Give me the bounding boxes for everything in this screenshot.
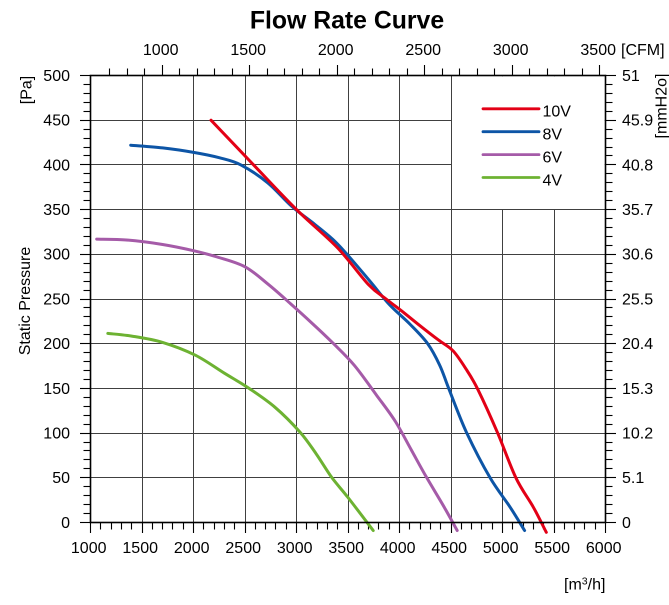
svg-text:1000: 1000 (71, 540, 107, 557)
svg-text:200: 200 (43, 336, 70, 353)
svg-text:1500: 1500 (230, 42, 266, 59)
svg-text:20.4: 20.4 (622, 336, 653, 353)
svg-text:25.5: 25.5 (622, 291, 653, 308)
svg-text:4500: 4500 (431, 540, 467, 557)
svg-text:0: 0 (622, 515, 631, 532)
svg-text:1500: 1500 (122, 540, 158, 557)
svg-text:3000: 3000 (277, 540, 313, 557)
svg-text:5500: 5500 (534, 540, 570, 557)
svg-text:45.9: 45.9 (622, 113, 653, 130)
svg-text:2000: 2000 (318, 42, 354, 59)
svg-text:3500: 3500 (580, 42, 616, 59)
svg-text:4V: 4V (543, 172, 563, 189)
svg-text:Static Pressure: Static Pressure (17, 247, 34, 356)
svg-text:51: 51 (622, 68, 640, 85)
svg-text:4000: 4000 (380, 540, 416, 557)
svg-text:[Pa]: [Pa] (19, 76, 36, 104)
svg-text:40.8: 40.8 (622, 157, 653, 174)
svg-text:2500: 2500 (225, 540, 261, 557)
svg-text:2000: 2000 (174, 540, 210, 557)
svg-text:50: 50 (52, 470, 70, 487)
svg-text:Flow Rate Curve: Flow Rate Curve (250, 8, 444, 35)
svg-text:30.6: 30.6 (622, 247, 653, 264)
svg-text:1000: 1000 (143, 42, 179, 59)
svg-text:8V: 8V (543, 127, 563, 144)
svg-text:[CFM]: [CFM] (621, 42, 665, 59)
svg-text:6V: 6V (543, 149, 563, 166)
svg-text:250: 250 (43, 291, 70, 308)
svg-text:[mmH2o]: [mmH2o] (654, 74, 669, 139)
svg-text:0: 0 (61, 515, 70, 532)
svg-text:150: 150 (43, 381, 70, 398)
svg-text:10V: 10V (543, 104, 572, 121)
svg-text:5000: 5000 (483, 540, 519, 557)
svg-text:10.2: 10.2 (622, 426, 653, 443)
svg-text:3000: 3000 (493, 42, 529, 59)
svg-text:3500: 3500 (328, 540, 364, 557)
svg-text:[m3/h]: [m3/h] (564, 576, 605, 594)
svg-text:2500: 2500 (405, 42, 441, 59)
svg-text:400: 400 (43, 157, 70, 174)
svg-text:500: 500 (43, 68, 70, 85)
svg-text:5.1: 5.1 (622, 470, 644, 487)
svg-text:15.3: 15.3 (622, 381, 653, 398)
svg-text:6000: 6000 (586, 540, 622, 557)
svg-text:35.7: 35.7 (622, 202, 653, 219)
svg-text:100: 100 (43, 426, 70, 443)
svg-text:300: 300 (43, 247, 70, 264)
svg-text:350: 350 (43, 202, 70, 219)
svg-text:450: 450 (43, 113, 70, 130)
